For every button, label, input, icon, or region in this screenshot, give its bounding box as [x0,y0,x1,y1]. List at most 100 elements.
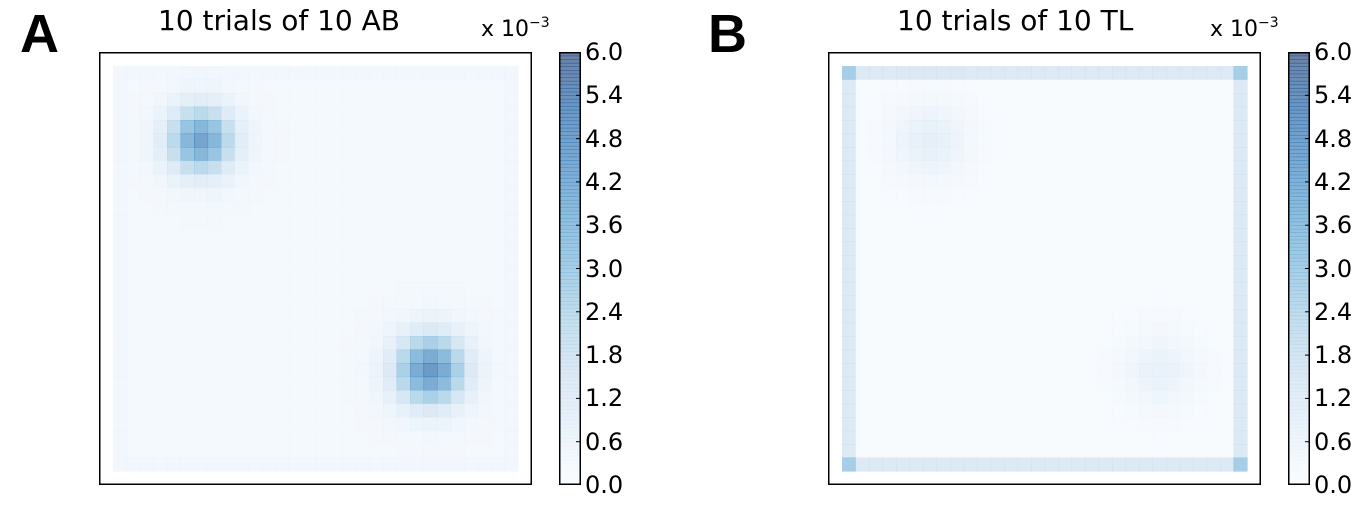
heatmap-cell [1085,457,1100,472]
heatmap-cell [1058,241,1073,256]
heatmap-cell [207,309,222,324]
heatmap-cell [1233,133,1248,148]
heatmap-cell [342,187,357,202]
heatmap-cell [909,444,924,459]
colorbar-segment [1288,52,1310,57]
heatmap-cell [963,309,978,324]
heatmap-cell [261,228,276,243]
heatmap-cell [1166,363,1181,378]
heatmap-cell [491,187,506,202]
heatmap-cell [855,457,870,472]
heatmap-cell [329,147,344,162]
heatmap-cell [1233,255,1248,270]
heatmap-cell [1206,295,1221,310]
heatmap-cell [923,66,938,81]
heatmap-cell [113,363,128,378]
heatmap-cell [288,322,303,337]
heatmap-cell [855,282,870,297]
heatmap-cell [1071,309,1086,324]
heatmap-cell [383,255,398,270]
heatmap-cell [140,120,155,135]
heatmap-cell [1112,174,1127,189]
colorbar-segment [559,340,581,345]
heatmap-cell [1071,214,1086,229]
heatmap-cell [1085,214,1100,229]
heatmap-cell [477,66,492,81]
heatmap-cell [410,201,425,216]
heatmap-cell [383,174,398,189]
heatmap-cell [302,295,317,310]
heatmap-cell [126,295,141,310]
heatmap-cell [936,255,951,270]
heatmap-cell [329,444,344,459]
colorbar-tick-label: 1.2 [585,384,624,413]
heatmap-cell [1085,174,1100,189]
heatmap-cell [315,363,330,378]
heatmap-cell [1206,282,1221,297]
heatmap-cell [369,282,384,297]
heatmap-cell [1193,363,1208,378]
heatmap-cell [423,147,438,162]
heatmap-cell [113,282,128,297]
heatmap-cell [963,363,978,378]
heatmap-cell [180,93,195,108]
heatmap-cell [410,174,425,189]
heatmap-cell [869,228,884,243]
heatmap-cell [1031,241,1046,256]
heatmap-cell [1098,349,1113,364]
colorbar-segment [1288,174,1310,179]
heatmap-cell [1206,268,1221,283]
heatmap-cell [1206,241,1221,256]
heatmap-cell [1125,403,1140,418]
heatmap-cell [1125,282,1140,297]
heatmap-cell [869,255,884,270]
heatmap-cell [302,133,317,148]
colorbar-segment [1288,369,1310,374]
heatmap-cell [315,457,330,472]
heatmap-cell [1220,444,1235,459]
heatmap-cell [329,390,344,405]
heatmap-cell [437,147,452,162]
heatmap-cell [504,322,519,337]
heatmap-cell [396,309,411,324]
heatmap-cell [275,322,290,337]
heatmap-cell [990,295,1005,310]
heatmap-cell [1058,79,1073,94]
heatmap-cell [248,106,263,121]
heatmap-cell [1179,403,1194,418]
heatmap-cell [140,228,155,243]
heatmap-cell [464,336,479,351]
heatmap-cell [950,214,965,229]
colorbar-segment [1288,326,1310,331]
heatmap-cell [302,255,317,270]
heatmap-cell [1031,363,1046,378]
heatmap-cell [882,322,897,337]
heatmap-cell [1193,282,1208,297]
heatmap-cell [126,322,141,337]
heatmap-cell [1004,79,1019,94]
heatmap-cell [1031,430,1046,445]
heatmap-cell [342,295,357,310]
heatmap-cell [437,282,452,297]
heatmap-cell [275,228,290,243]
heatmap-cell [437,336,452,351]
heatmap-cell [990,417,1005,432]
heatmap-cell [896,444,911,459]
heatmap-cell [167,201,182,216]
heatmap-cell [423,66,438,81]
heatmap-cell [855,187,870,202]
heatmap-cell [356,120,371,135]
heatmap-cell [1125,79,1140,94]
heatmap-cell [329,336,344,351]
heatmap-cell [410,322,425,337]
colorbar-segment [1288,80,1310,86]
heatmap-cell [1112,79,1127,94]
heatmap-cell [342,390,357,405]
heatmap-cell [1112,322,1127,337]
heatmap-cell [207,66,222,81]
heatmap-cell [207,214,222,229]
heatmap-cell [1058,160,1073,175]
heatmap-cell [1152,390,1167,405]
heatmap-cell [437,444,452,459]
heatmap-cell [126,403,141,418]
